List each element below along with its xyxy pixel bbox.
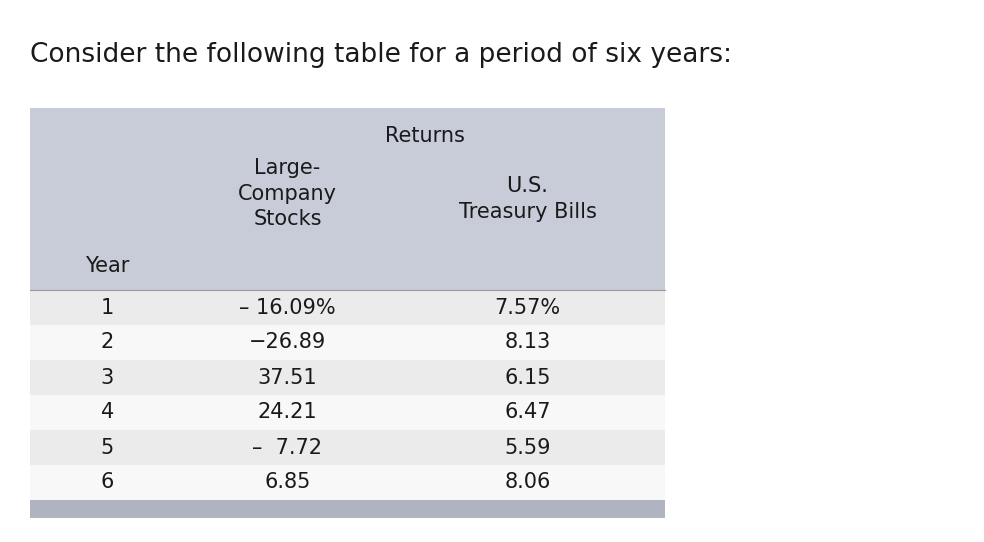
Bar xyxy=(30,290,665,325)
Text: 6: 6 xyxy=(100,473,114,493)
Bar xyxy=(30,108,665,290)
Text: Year: Year xyxy=(86,256,130,276)
Text: 6.85: 6.85 xyxy=(265,473,311,493)
Bar xyxy=(30,395,665,430)
Bar xyxy=(30,500,665,518)
Bar xyxy=(30,465,665,500)
Text: 8.13: 8.13 xyxy=(505,332,551,352)
Bar xyxy=(30,325,665,360)
Text: 6.47: 6.47 xyxy=(504,403,551,423)
Text: 8.06: 8.06 xyxy=(505,473,551,493)
Text: –  7.72: – 7.72 xyxy=(253,437,323,457)
Text: 2: 2 xyxy=(101,332,114,352)
Text: 3: 3 xyxy=(101,367,114,388)
Text: 7.57%: 7.57% xyxy=(494,298,561,318)
Text: Large-
Company
Stocks: Large- Company Stocks xyxy=(238,158,337,229)
Text: 5.59: 5.59 xyxy=(504,437,551,457)
Text: 24.21: 24.21 xyxy=(258,403,317,423)
Text: 37.51: 37.51 xyxy=(258,367,317,388)
Text: −26.89: −26.89 xyxy=(249,332,326,352)
Text: Consider the following table for a period of six years:: Consider the following table for a perio… xyxy=(30,42,732,68)
Bar xyxy=(30,360,665,395)
Text: 1: 1 xyxy=(101,298,114,318)
Text: 6.15: 6.15 xyxy=(504,367,551,388)
Text: 5: 5 xyxy=(101,437,114,457)
Text: 4: 4 xyxy=(101,403,114,423)
Bar xyxy=(30,430,665,465)
Text: Returns: Returns xyxy=(385,126,464,146)
Text: U.S.
Treasury Bills: U.S. Treasury Bills xyxy=(459,176,596,222)
Text: – 16.09%: – 16.09% xyxy=(239,298,336,318)
